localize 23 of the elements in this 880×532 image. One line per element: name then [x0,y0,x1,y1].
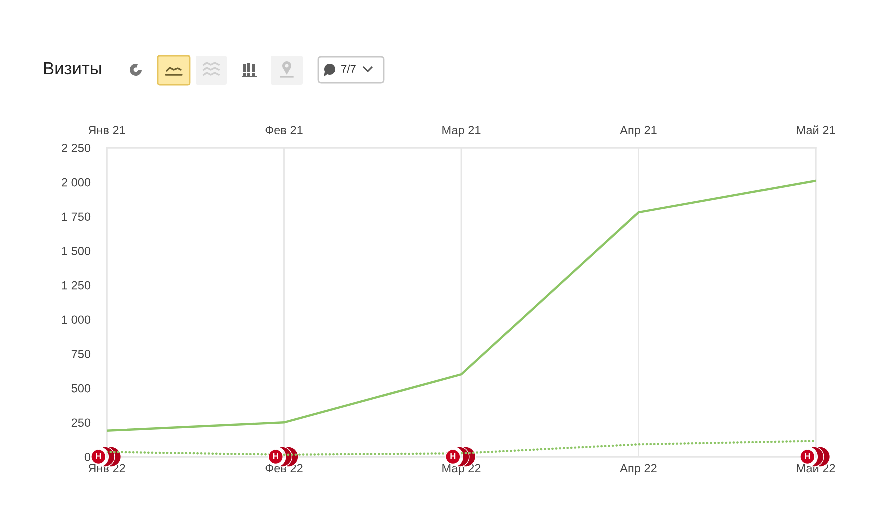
y-tick-label: 1 250 [62,281,91,290]
text: Янв 21 [88,126,126,134]
x-tick-label: Апр 22 [620,464,657,475]
text: 7/7 [342,64,356,73]
data-label: Н [96,453,102,460]
text: Мар 21 [442,126,481,137]
y-tick-label: 2 000 [62,178,91,187]
y-tick-label: 1 750 [62,212,91,222]
line-series [107,180,816,432]
y-tick-label: 0 [84,453,91,462]
y-tick-label: 1 000 [62,316,91,324]
text: Апр 21 [620,126,657,137]
y-tick-label: 250 [72,418,91,428]
y-tick-label: 750 [72,350,91,358]
data-label: Н [805,453,810,460]
data-label: Н [273,453,278,460]
text: Фев 21 [266,126,303,135]
y-tick-label: 2 250 [62,144,91,152]
y-tick-label: 500 [72,384,91,393]
y-tick-label: 1 500 [62,247,91,256]
data-label: Н [450,453,456,460]
text: Май 21 [797,126,836,135]
chart-title: Визиты [44,62,102,75]
